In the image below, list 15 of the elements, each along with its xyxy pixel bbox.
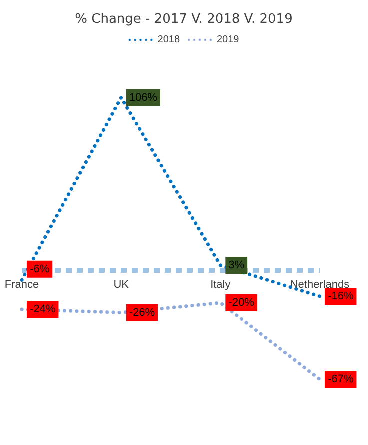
chart-title: % Change - 2017 V. 2018 V. 2019 <box>75 12 293 27</box>
data-label: 3% <box>228 260 245 272</box>
data-label: 106% <box>129 92 158 104</box>
legend-label: 2018 <box>158 34 180 46</box>
x-tick-label: Italy <box>210 278 232 291</box>
data-label: -20% <box>228 297 255 309</box>
data-label: -24% <box>30 304 56 316</box>
x-tick-label: UK <box>114 278 130 291</box>
x-tick-label: Netherlands <box>290 278 350 291</box>
legend-label: 2019 <box>217 34 240 46</box>
data-label: -67% <box>328 374 354 386</box>
data-label: -16% <box>328 290 354 302</box>
x-tick-label: France <box>4 278 40 291</box>
data-label: -26% <box>129 306 156 319</box>
data-label: -6% <box>30 263 50 276</box>
